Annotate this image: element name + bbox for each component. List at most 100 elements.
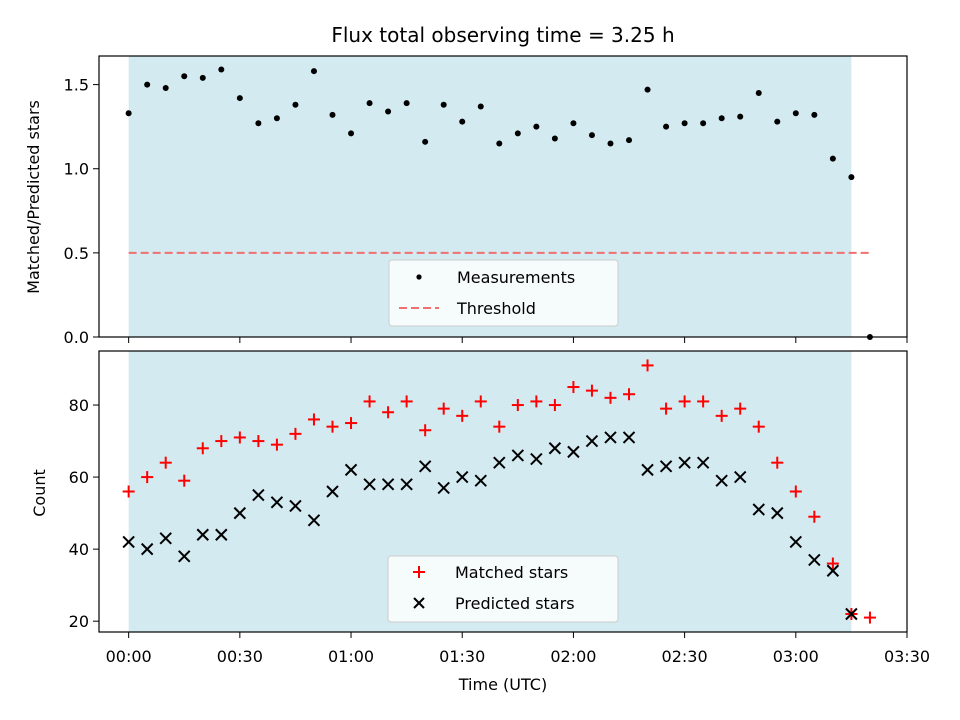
predicted-stars-point xyxy=(437,481,450,495)
measurements-point xyxy=(681,120,688,127)
matched-stars-point xyxy=(604,391,617,404)
predicted-stars-point xyxy=(734,470,747,484)
measurements-point xyxy=(292,101,299,108)
ratio-y-tick-label: 0.5 xyxy=(64,244,89,263)
measurements-point xyxy=(496,140,503,147)
measurements-point xyxy=(607,140,614,147)
legend-label-threshold: Threshold xyxy=(456,299,536,318)
legend-label-measurements: Measurements xyxy=(457,268,575,287)
count-panel: Count Time (UTC) 20 40 60 80 00:00 00:30 01:0… xyxy=(30,350,930,694)
matched-stars-point xyxy=(178,474,191,487)
measurements-point xyxy=(236,95,243,102)
matched-stars-point xyxy=(400,395,413,408)
measurements-point xyxy=(737,113,744,120)
matched-stars-point xyxy=(141,471,154,484)
measurements-point xyxy=(422,138,429,145)
predicted-stars-point xyxy=(196,528,209,541)
matched-stars-point xyxy=(233,431,246,444)
measurements-point xyxy=(644,86,651,93)
ratio-y-tick-label: 1.5 xyxy=(64,76,89,95)
count-legend: Matched stars Predicted stars xyxy=(387,555,619,623)
ratio-legend: Measurements Threshold xyxy=(388,259,619,327)
predicted-stars-point xyxy=(771,506,784,520)
predicted-stars-point xyxy=(604,431,617,444)
measurements-point xyxy=(162,84,169,91)
matched-stars-point xyxy=(752,420,765,433)
legend-marker-predicted-stars xyxy=(413,597,425,609)
x-tick-label: 02:30 xyxy=(662,647,708,666)
predicted-stars-point xyxy=(307,514,321,527)
matched-stars-point xyxy=(623,388,636,401)
measurements-point xyxy=(348,130,355,137)
predicted-stars-point xyxy=(326,485,339,498)
count-y-tick-label: 20 xyxy=(69,612,89,631)
ratio-legend-box xyxy=(388,259,619,327)
matched-stars-point xyxy=(419,424,432,437)
x-tick-label: 02:00 xyxy=(550,647,596,666)
count-plot-frame xyxy=(98,350,908,633)
matched-stars-point xyxy=(270,438,283,451)
predicted-stars-point xyxy=(233,506,247,520)
x-tick-label: 00:00 xyxy=(106,647,152,666)
predicted-stars-point xyxy=(418,460,432,473)
matched-stars-point xyxy=(715,409,728,422)
measurements-point xyxy=(218,66,225,73)
matched-stars-point xyxy=(252,435,265,448)
x-tick-label: 03:30 xyxy=(884,647,930,666)
legend-label-predicted-stars: Predicted stars xyxy=(455,594,575,613)
predicted-stars-point xyxy=(752,503,765,516)
measurements-point xyxy=(255,120,262,127)
predicted-stars-point xyxy=(845,607,858,621)
ratio-panel: Flux total observing time = 3.25 h Match… xyxy=(24,23,908,347)
matched-stars-point xyxy=(159,456,172,469)
legend-marker-measurements xyxy=(416,274,422,280)
predicted-stars-point xyxy=(381,478,395,491)
predicted-stars-point xyxy=(641,463,654,477)
predicted-stars-point xyxy=(826,564,840,577)
matched-stars-point xyxy=(585,384,598,397)
x-tick-label: 00:30 xyxy=(217,647,263,666)
count-y-axis-label: Count xyxy=(30,469,49,517)
measurements-point xyxy=(551,135,558,142)
predicted-stars-point xyxy=(678,456,691,469)
ratio-y-tick-label: 1.0 xyxy=(64,160,89,179)
matched-stars-point xyxy=(437,402,450,415)
measurements-point xyxy=(588,132,595,139)
measurements-point xyxy=(570,120,577,127)
matched-stars-point xyxy=(826,557,839,570)
predicted-stars-point xyxy=(808,553,821,567)
matched-stars-point xyxy=(196,442,209,455)
predicted-stars-point xyxy=(252,488,265,502)
measurements-point xyxy=(700,120,707,127)
measurements-point xyxy=(514,130,521,137)
x-tick-label: 01:30 xyxy=(439,647,485,666)
measurements-point xyxy=(792,110,799,117)
measurements-point xyxy=(774,118,781,125)
measurements-point xyxy=(477,103,484,110)
matched-stars-point xyxy=(789,485,802,498)
matched-stars-point xyxy=(289,427,302,440)
matched-stars-point xyxy=(345,417,358,430)
measurements-point xyxy=(366,100,373,107)
legend-marker-matched-stars xyxy=(413,566,425,578)
matched-stars-point xyxy=(493,420,506,433)
measurements-point xyxy=(403,100,410,107)
predicted-stars-point xyxy=(548,442,562,455)
predicted-stars-point xyxy=(511,449,525,462)
measurements-point xyxy=(199,74,206,81)
predicted-stars-point xyxy=(530,452,543,466)
predicted-stars-point xyxy=(400,478,413,491)
predicted-stars-point xyxy=(715,474,728,487)
matched-stars-point xyxy=(641,359,654,372)
matched-stars-point xyxy=(567,381,580,394)
predicted-stars-point xyxy=(363,478,376,491)
predicted-stars-point xyxy=(493,456,506,469)
matched-stars-point xyxy=(678,395,691,408)
chart-title: Flux total observing time = 3.25 h xyxy=(331,23,674,47)
measurements-point xyxy=(310,68,317,75)
measurements-point xyxy=(125,110,132,117)
measurements-point xyxy=(626,137,633,144)
count-y-tick-label: 60 xyxy=(69,468,89,487)
matched-stars-point xyxy=(456,409,469,422)
measurements-point xyxy=(848,174,855,181)
